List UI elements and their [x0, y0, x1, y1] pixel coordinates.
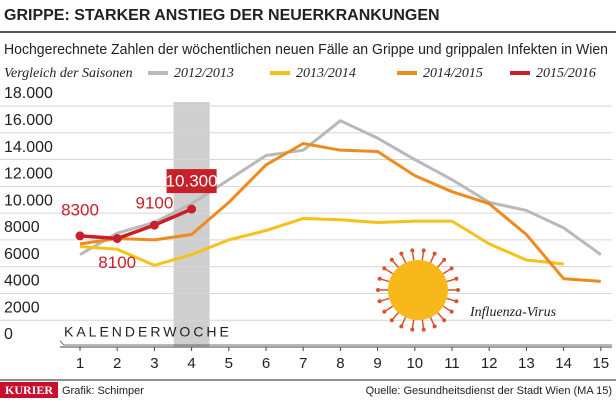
- series-line: [79, 207, 193, 241]
- value-label: 10.300: [166, 172, 218, 191]
- plot-area: 0 2000 4000 6000 8000 10.000 12.000 14.000 16.00…: [0, 85, 612, 372]
- x-tick-label: 15: [592, 355, 609, 372]
- virus-spike-tip: [389, 257, 394, 262]
- virus-spike-tip: [454, 299, 459, 304]
- brand: KURIER: [5, 383, 53, 397]
- virus-spike-tip: [442, 257, 447, 262]
- series-line: [79, 216, 564, 267]
- virus-spike: [446, 278, 456, 283]
- virus-spike: [437, 312, 445, 320]
- point: [149, 220, 159, 230]
- x-tick-label: 8: [336, 355, 344, 372]
- virus-spike: [384, 268, 394, 275]
- annotation: Influenza-Virus: [469, 305, 557, 320]
- value-label: 9100: [135, 194, 173, 213]
- virus-spike: [421, 319, 425, 329]
- virus-spike-tip: [432, 251, 437, 256]
- virus-spike: [401, 316, 407, 326]
- virus-spike-tip: [449, 266, 454, 271]
- y-tick-label: 6000: [4, 246, 40, 263]
- x-tick-label: 5: [225, 355, 233, 372]
- virus-icon: [376, 248, 460, 332]
- virus-spike-tip: [377, 299, 382, 304]
- virus-spike: [384, 305, 394, 312]
- virus-spike-tip: [421, 327, 426, 332]
- y-tick-label: 4000: [4, 273, 40, 290]
- x-tick-label: 14: [555, 355, 572, 372]
- virus-spike: [411, 319, 415, 329]
- virus-spike: [380, 278, 390, 283]
- x-tick-label: 3: [150, 355, 158, 372]
- virus-spike-tip: [442, 318, 447, 323]
- x-tick-label: 7: [299, 355, 307, 372]
- virus-body: [388, 260, 448, 320]
- virus-spike-tip: [389, 318, 394, 323]
- x-axis-title: KALENDERWOCHE: [64, 324, 232, 340]
- virus-spike: [401, 254, 407, 264]
- legend-label: 2014/2015: [423, 66, 483, 81]
- source: Quelle: Gesundheitsdienst der Stadt Wien…: [366, 385, 612, 397]
- x-tick-label: 2: [113, 355, 121, 372]
- y-tick-label: 14.000: [4, 139, 53, 156]
- series-line: [79, 141, 601, 283]
- virus-spike: [442, 305, 452, 312]
- virus-spike-tip: [382, 309, 387, 314]
- x-tick-label: 12: [481, 355, 498, 372]
- y-tick-label: 18.000: [4, 85, 53, 102]
- y-tick-label: 0: [4, 326, 13, 343]
- virus-spike-tip: [376, 288, 380, 292]
- axis-bracket: [59, 340, 612, 346]
- x-tick-label: 13: [518, 355, 535, 372]
- virus-spike: [442, 268, 452, 275]
- x-tick-label: 1: [76, 355, 84, 372]
- virus-spike: [391, 312, 399, 320]
- chart-title: GRIPPE: STARKER ANSTIEG DER NEUERKRANKUN…: [4, 7, 440, 24]
- virus-spike: [429, 316, 435, 326]
- x-tick-label: 4: [187, 355, 195, 372]
- series-line: [79, 119, 602, 256]
- virus-spike-tip: [399, 251, 404, 256]
- value-label: 8100: [98, 253, 136, 272]
- legend-label: 2015/2016: [536, 66, 596, 81]
- legend-title: Vergleich der Saisonen: [4, 66, 133, 81]
- y-tick-label: 16.000: [4, 112, 53, 129]
- y-tick-label: 12.000: [4, 166, 53, 183]
- virus-spike-tip: [421, 248, 426, 253]
- value-label-box: [166, 169, 217, 194]
- virus-spike-tip: [449, 309, 454, 314]
- y-tick-label: 10.000: [4, 192, 53, 209]
- virus-spike: [391, 260, 399, 268]
- virus-spike: [437, 260, 445, 268]
- brand-box: [0, 382, 58, 398]
- legend-label: 2013/2014: [296, 66, 356, 81]
- subtitle: Hochgerechnete Zahlen der wöchentlichen …: [4, 41, 608, 58]
- virus-spike-tip: [377, 276, 382, 281]
- point: [112, 234, 122, 244]
- virus-spike: [421, 251, 425, 261]
- virus-spike: [429, 254, 435, 264]
- virus-spike-tip: [382, 266, 387, 271]
- value-label: 8300: [61, 200, 99, 219]
- x-tick-label: 6: [262, 355, 270, 372]
- point: [75, 231, 85, 241]
- virus-spike-tip: [410, 248, 415, 253]
- virus-spike: [446, 297, 456, 302]
- virus-spike-tip: [454, 276, 459, 281]
- virus-spike: [411, 251, 415, 261]
- x-tick-label: 9: [373, 355, 381, 372]
- legend-label: 2012/2013: [174, 66, 234, 81]
- virus-spike: [380, 297, 390, 302]
- x-tick-label: 11: [444, 355, 460, 372]
- y-tick-label: 2000: [4, 299, 40, 316]
- credit: Grafik: Schimper: [62, 385, 144, 397]
- virus-spike-tip: [456, 288, 460, 292]
- point: [187, 204, 197, 214]
- virus-spike-tip: [432, 324, 437, 329]
- y-tick-label: 8000: [4, 219, 40, 236]
- x-tick-label: 10: [406, 355, 423, 372]
- virus-spike-tip: [399, 324, 404, 329]
- virus-spike-tip: [410, 327, 415, 332]
